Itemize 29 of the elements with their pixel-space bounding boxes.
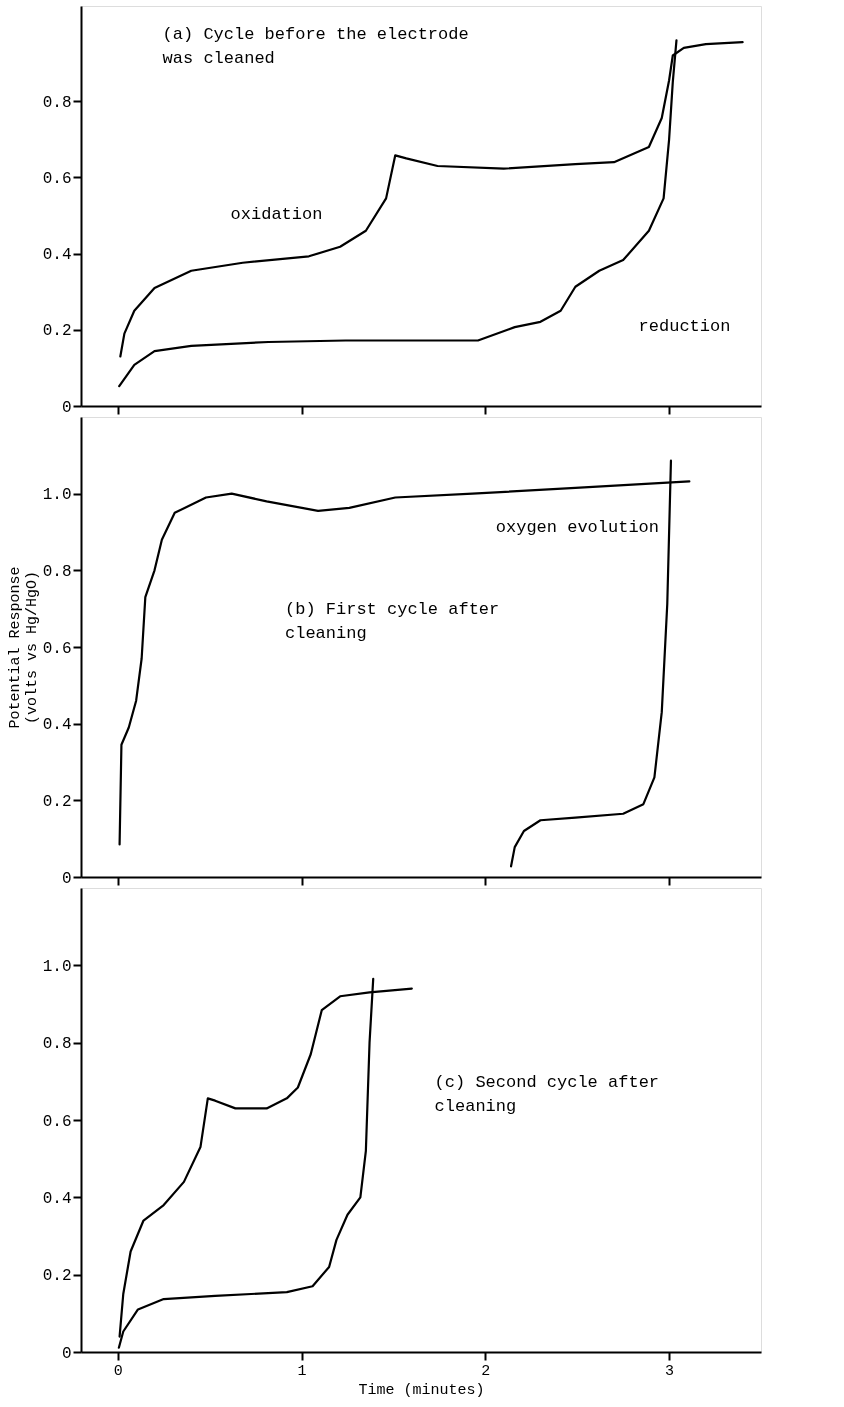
y-tick-label: 0 [61, 398, 72, 417]
annotation: oxygen evolution [495, 518, 660, 538]
text: (b) First cycle after cleaning [285, 600, 500, 643]
y-tick-label: 0 [61, 1344, 72, 1363]
text: (c) Second cycle after cleaning [434, 1072, 660, 1116]
y-tick-label: 0.4 [42, 246, 72, 265]
y-tick-label: 0.4 [42, 716, 72, 735]
x-tick-label: 1 [297, 1362, 307, 1380]
y-tick-label: 0 [61, 869, 72, 888]
y-tick-label: 1.0 [42, 486, 72, 505]
annotation: oxidation [230, 205, 323, 224]
y-tick-label: 0.2 [42, 322, 72, 341]
x-tick-label: 0 [113, 1362, 123, 1380]
text: (a) Cycle before the electrode was cleaned [162, 25, 469, 68]
x-tick-label: 3 [665, 1362, 675, 1380]
y-axis-title: Potential Response (volts vs Hg/HgO) [6, 566, 41, 729]
y-tick-label: 0.6 [42, 169, 72, 188]
y-tick-label: 0.8 [42, 562, 72, 581]
y-tick-label: 0.6 [42, 1112, 72, 1131]
y-tick-label: 0.2 [42, 1267, 72, 1286]
x-tick-label: 2 [481, 1362, 491, 1380]
x-axis-title: Time (minutes) [358, 1381, 485, 1399]
y-tick-label: 0.8 [42, 93, 72, 112]
y-tick-label: 0.6 [42, 639, 72, 658]
annotation: reduction [638, 317, 731, 336]
y-tick-label: 1.0 [42, 957, 72, 976]
y-tick-label: 0.2 [42, 792, 72, 811]
y-tick-label: 0.8 [42, 1035, 72, 1054]
y-tick-label: 0.4 [42, 1189, 72, 1208]
